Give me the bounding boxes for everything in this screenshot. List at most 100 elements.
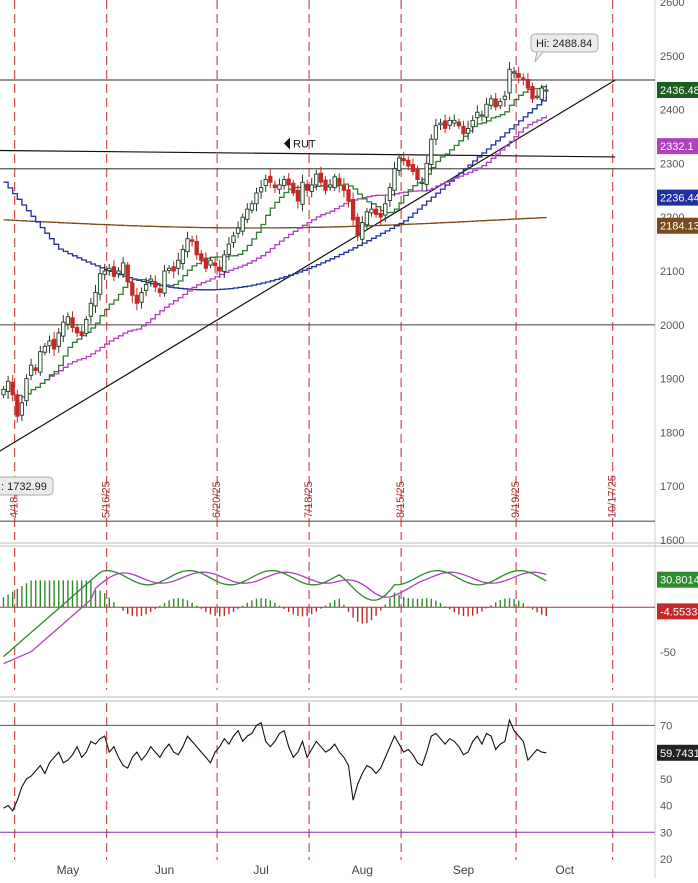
candle-body: [208, 259, 213, 266]
price-value-tag-text: 2436.48: [660, 85, 698, 97]
candle-body: [249, 203, 255, 211]
rsi-tick-label: 20: [660, 854, 672, 866]
candle-body: [56, 332, 61, 347]
candle-body: [521, 77, 526, 81]
rsi-panel: [0, 718, 655, 833]
month-label: Jul: [253, 863, 268, 877]
candle-body: [429, 138, 434, 165]
candle-body: [222, 254, 227, 272]
candle-body: [102, 270, 107, 275]
candle-body: [47, 340, 52, 347]
candle-body: [199, 253, 204, 261]
candle-body: [125, 264, 130, 283]
macd-value-tag-text: 30.8014: [660, 575, 698, 587]
candle-body: [93, 292, 98, 307]
lo-callout-box: [0, 476, 54, 496]
price-tick-label: 2400: [660, 105, 684, 117]
candle-body: [263, 179, 268, 186]
candle-body: [134, 294, 140, 304]
axes: 2600250024002300220021002000190018001700…: [57, 0, 698, 877]
candle-body: [479, 114, 485, 117]
candle-body: [337, 178, 342, 186]
candle-body: [373, 208, 379, 215]
candle-body: [111, 266, 117, 277]
candle-body: [120, 262, 126, 275]
price-tick-label: 2500: [660, 51, 684, 63]
month-label: Oct: [555, 863, 574, 877]
candle-body: [364, 211, 370, 226]
candle-body: [470, 119, 475, 128]
candle-body: [189, 239, 195, 242]
candle-body: [51, 338, 57, 350]
candle-body: [396, 157, 402, 171]
price-value-tag-text: 2184.13: [660, 221, 698, 233]
candle-body: [415, 168, 420, 180]
rsi-value-tag: [657, 744, 698, 761]
candle-body: [507, 68, 512, 94]
macd-value-tag: [657, 603, 698, 620]
rising-trendline: [0, 79, 616, 452]
candle-body: [511, 71, 517, 74]
rsi-value-tag-text: 59.7431: [660, 748, 698, 760]
candle-body: [300, 181, 305, 205]
candle-body: [258, 187, 264, 193]
candle-body: [438, 122, 443, 126]
macd-tick-label: -50: [660, 647, 676, 659]
candle-body: [350, 198, 356, 221]
candle-body: [419, 181, 425, 184]
candle-body: [461, 125, 466, 135]
candle-body: [378, 212, 383, 218]
candle-body: [226, 243, 232, 255]
hi-callout-text: Hi: 2488.84: [536, 38, 592, 50]
price-value-tag: [657, 217, 698, 234]
candle-body: [166, 267, 172, 271]
candle-body: [116, 270, 121, 275]
moving-average-long: [3, 216, 547, 229]
month-label: Sep: [453, 863, 475, 877]
candle-body: [295, 189, 301, 202]
candle-body: [346, 189, 351, 202]
candle-body: [88, 302, 94, 317]
price-tick-label: 2000: [660, 320, 684, 332]
candle-body: [304, 183, 310, 191]
candle-body: [65, 316, 71, 325]
candle-body: [162, 270, 167, 294]
candle-body: [447, 119, 452, 126]
candle-body: [130, 282, 135, 296]
rsi-tick-label: 30: [660, 827, 672, 839]
candle-body: [502, 95, 508, 100]
candle-body: [5, 380, 11, 392]
candle-body: [475, 111, 480, 119]
expiry-date-label: 9/19/25: [510, 481, 522, 518]
price-value-tag: [657, 138, 698, 155]
candle-body: [231, 235, 236, 243]
candle-body: [433, 125, 439, 140]
month-label: Aug: [352, 863, 373, 877]
candle-body: [406, 159, 411, 167]
rsi-tick-label: 40: [660, 801, 672, 813]
expiry-date-label: 10/17/25: [607, 475, 619, 518]
candle-body: [387, 187, 393, 201]
candle-body: [1, 388, 6, 396]
candle-body: [97, 273, 103, 295]
candle-body: [525, 79, 531, 89]
price-value-tag-text: 2236.44: [660, 193, 698, 205]
candle-body: [442, 120, 448, 129]
price-tick-label: 1900: [660, 374, 684, 386]
candle-body: [254, 192, 259, 205]
candle-body: [544, 89, 549, 92]
candle-body: [277, 184, 282, 190]
price-tick-label: 1600: [660, 535, 684, 547]
candle-body: [203, 257, 209, 269]
price-tick-label: 1700: [660, 481, 684, 493]
candle-body: [143, 284, 149, 291]
candle-body: [194, 240, 199, 256]
candle-body: [139, 292, 144, 303]
macd-value-tag-text: -4.5533: [660, 606, 697, 618]
symbol-label: RUT: [293, 138, 316, 150]
candle-body: [79, 331, 84, 337]
candle-body: [314, 173, 319, 186]
flat-trendline: [0, 149, 616, 158]
macd-signal-line: [3, 571, 547, 665]
